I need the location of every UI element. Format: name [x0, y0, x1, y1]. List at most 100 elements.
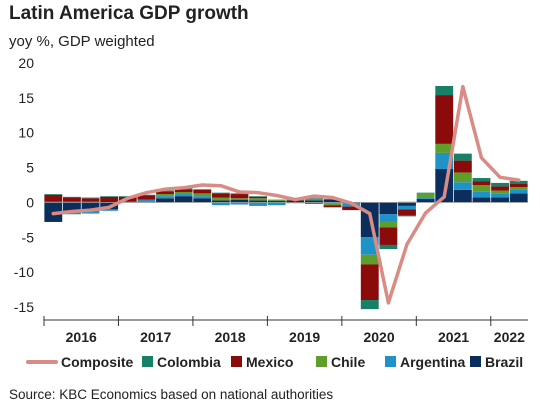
composite-point	[498, 175, 502, 179]
bar-argentina	[491, 193, 510, 198]
bar-chile	[304, 198, 323, 201]
bar-argentina	[137, 199, 156, 202]
composite-point	[442, 195, 446, 199]
composite-point	[424, 211, 428, 215]
bar-argentina	[100, 209, 119, 211]
legend-swatch-brazil	[470, 356, 481, 367]
composite-point	[293, 198, 297, 202]
bar-mexico	[249, 196, 268, 199]
legend-swatch-argentina	[385, 356, 396, 367]
bar-colombia	[267, 199, 286, 201]
bar-colombia	[211, 192, 230, 194]
x-tick-label: 2018	[215, 329, 246, 345]
bar-mexico	[472, 181, 491, 185]
y-tick-label: -10	[14, 264, 34, 280]
bar-argentina	[249, 202, 268, 206]
bar-mexico	[230, 194, 249, 199]
x-tick-label: 2020	[363, 329, 394, 345]
bar-colombia	[62, 196, 81, 198]
bar-chile	[509, 187, 528, 190]
bar-colombia	[435, 86, 454, 96]
bar-argentina	[416, 197, 435, 199]
bar-chile	[472, 185, 491, 192]
bar-brazil	[398, 202, 416, 206]
bar-brazil	[267, 201, 286, 203]
composite-point	[368, 211, 372, 216]
bar-brazil	[211, 200, 230, 203]
bar-chile	[435, 143, 454, 153]
composite-point	[256, 191, 260, 195]
composite-point	[163, 187, 167, 191]
composite-point	[479, 156, 484, 160]
legend-item-brazil: Brazil	[470, 354, 523, 370]
legend-item-argentina: Argentina	[385, 354, 466, 370]
bar-colombia	[398, 215, 416, 217]
bar-chile	[491, 190, 510, 194]
composite-point	[405, 242, 409, 246]
bar-chile	[453, 172, 472, 183]
bar-colombia	[81, 197, 100, 199]
bar-mexico	[81, 198, 100, 202]
legend-item-composite: Composite	[26, 354, 134, 370]
bar-brazil	[81, 202, 100, 211]
bar-chile	[267, 200, 286, 202]
bar-mexico	[304, 203, 323, 204]
composite-point	[107, 205, 111, 209]
bar-chile	[360, 254, 379, 265]
composite-point	[144, 191, 148, 195]
x-tick-label: 2021	[438, 329, 469, 345]
bar-mexico	[509, 183, 528, 188]
legend-item-chile: Chile	[316, 354, 365, 370]
bar-colombia	[453, 153, 472, 161]
bar-argentina	[193, 196, 212, 199]
bar-brazil	[230, 199, 249, 203]
bar-mexico	[137, 195, 156, 200]
bar-argentina	[453, 182, 472, 190]
bar-mexico	[193, 189, 212, 194]
bar-chile	[193, 193, 212, 197]
bar-brazil	[249, 200, 268, 203]
legend-label: Colombia	[157, 354, 221, 370]
bar-chile	[249, 198, 268, 201]
composite-point	[182, 186, 186, 190]
bar-colombia	[379, 244, 398, 250]
bar-brazil	[416, 198, 435, 203]
bar-mexico	[156, 191, 174, 195]
composite-point	[312, 194, 316, 198]
bar-colombia	[304, 198, 323, 199]
bar-colombia	[44, 194, 63, 195]
composite-point	[51, 211, 55, 216]
bar-colombia	[416, 192, 435, 194]
composite-line	[51, 84, 521, 305]
bar-brazil	[304, 200, 323, 203]
bar-mexico	[62, 197, 81, 202]
bar-chile	[156, 194, 174, 197]
bar-brazil	[193, 198, 212, 203]
bar-colombia	[491, 182, 510, 187]
composite-point	[330, 195, 335, 200]
x-tick-label: 2016	[66, 329, 97, 345]
legend-item-colombia: Colombia	[142, 354, 221, 370]
bar-colombia	[193, 189, 212, 190]
legend-label: Argentina	[400, 354, 466, 370]
bar-mexico	[435, 95, 454, 144]
composite-point	[70, 209, 74, 214]
bar-chile	[379, 221, 398, 228]
bar-chile	[174, 191, 193, 195]
legend-swatch-chile	[316, 356, 327, 367]
bar-mexico	[398, 209, 416, 216]
bar-colombia	[360, 300, 379, 310]
composite-point	[386, 301, 390, 305]
bar-argentina	[509, 189, 528, 194]
bar-chile	[416, 193, 435, 198]
legend-label: Chile	[331, 354, 365, 370]
composite-point	[275, 193, 279, 198]
bar-argentina	[211, 202, 230, 206]
chart-title: Latin America GDP growth	[9, 3, 249, 24]
bar-argentina	[230, 202, 249, 205]
bar-mexico	[491, 186, 510, 191]
legend-label: Composite	[61, 354, 134, 370]
composite-point	[88, 208, 93, 212]
bar-mexico	[44, 194, 63, 202]
bar-argentina	[156, 196, 174, 199]
